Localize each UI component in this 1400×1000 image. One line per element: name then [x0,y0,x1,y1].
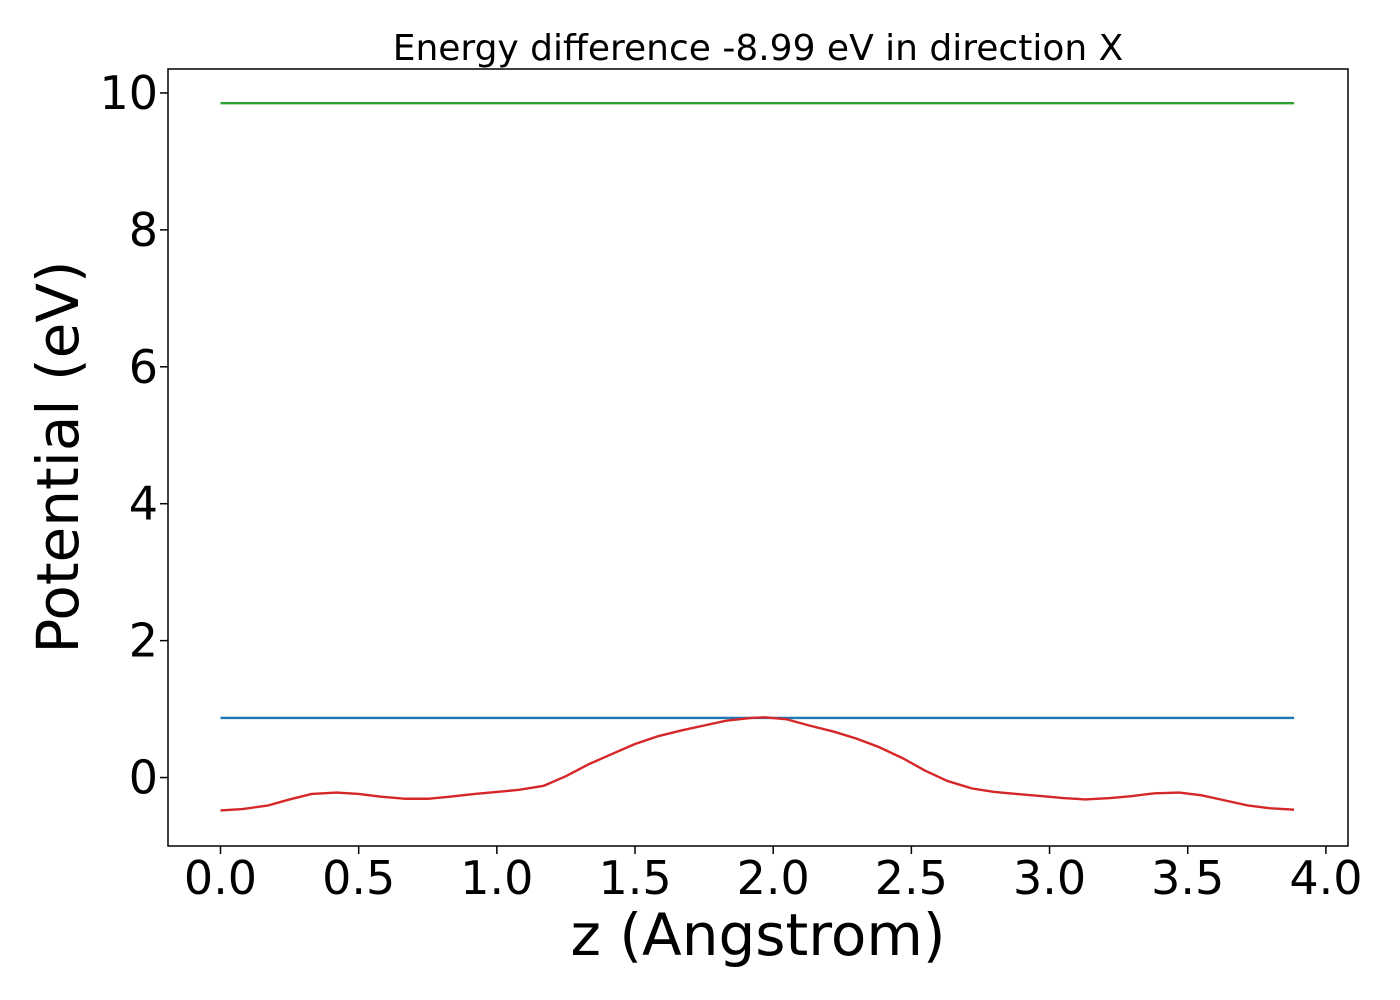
x-tick-label: 1.5 [598,851,671,905]
x-tick-label: 3.0 [1013,851,1086,905]
y-tick-label: 10 [99,66,158,120]
chart-title: Energy difference -8.99 eV in direction … [393,28,1124,69]
series-line-2 [220,716,1295,812]
y-tick-label: 8 [129,203,158,257]
x-axis-label: z (Angstrom) [571,901,946,969]
y-tick-label: 0 [129,751,158,805]
plot-area [220,102,1295,812]
x-tick-label: 2.0 [737,851,810,905]
x-tick-label: 4.0 [1289,851,1362,905]
y-axis-label: Potential (eV) [24,260,92,653]
y-tick-label: 2 [129,614,158,668]
x-tick-label: 0.0 [184,851,257,905]
x-tick-label: 3.5 [1151,851,1224,905]
x-tick-label: 2.5 [875,851,948,905]
x-tick-label: 1.0 [460,851,533,905]
plot-frame [167,68,1349,847]
x-tick-label: 0.5 [322,851,395,905]
y-tick-label: 6 [129,340,158,394]
y-tick-label: 4 [129,477,158,531]
y-axis-ticks: 0 2 4 6 8 10 [99,66,168,805]
x-axis-ticks: 0.0 0.5 1.0 1.5 2.0 2.5 3.0 3.5 4.0 [184,846,1362,905]
